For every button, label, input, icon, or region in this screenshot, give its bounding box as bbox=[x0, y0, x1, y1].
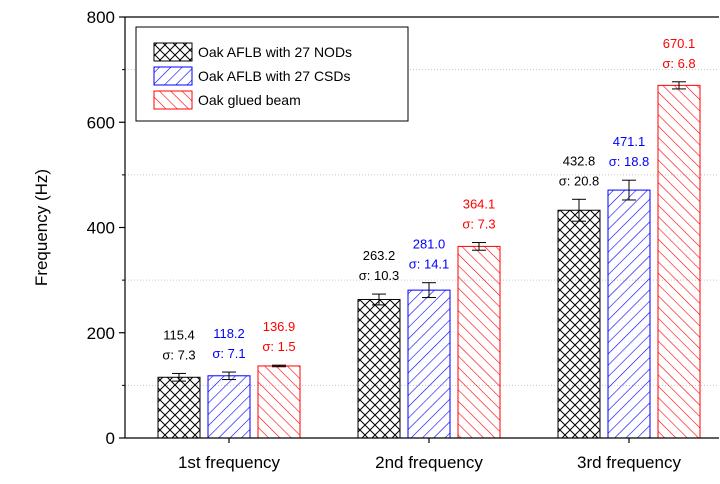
bar bbox=[457, 245, 501, 439]
x-tick-label: 2nd frequency bbox=[375, 453, 483, 472]
sigma-label: σ: 7.3 bbox=[162, 347, 195, 362]
sigma-label: σ: 7.1 bbox=[212, 346, 245, 361]
value-label: 471.1 bbox=[613, 134, 646, 149]
bar bbox=[357, 298, 401, 439]
value-label: 670.1 bbox=[663, 36, 696, 51]
bar bbox=[257, 365, 301, 439]
legend-label: Oak glued beam bbox=[198, 92, 301, 108]
bar bbox=[157, 376, 201, 439]
y-tick-label: 800 bbox=[87, 8, 115, 27]
value-label: 364.1 bbox=[463, 197, 496, 212]
value-label: 136.9 bbox=[263, 319, 296, 334]
x-tick-label: 1st frequency bbox=[178, 453, 281, 472]
y-tick-label: 0 bbox=[106, 429, 115, 448]
y-tick-label: 400 bbox=[87, 219, 115, 238]
bar bbox=[657, 84, 701, 439]
sigma-label: σ: 7.3 bbox=[462, 217, 495, 232]
y-axis-title: Frequency (Hz) bbox=[32, 169, 51, 286]
value-label: 263.2 bbox=[363, 248, 396, 263]
x-tick-label: 3rd frequency bbox=[577, 453, 681, 472]
bar bbox=[407, 289, 451, 439]
y-tick-label: 600 bbox=[87, 113, 115, 132]
sigma-label: σ: 14.1 bbox=[409, 257, 450, 272]
sigma-label: σ: 10.3 bbox=[359, 268, 400, 283]
sigma-label: σ: 6.8 bbox=[662, 56, 695, 71]
value-label: 432.8 bbox=[563, 153, 596, 168]
legend-label: Oak AFLB with 27 CSDs bbox=[198, 68, 351, 84]
sigma-label: σ: 20.8 bbox=[559, 173, 600, 188]
sigma-label: σ: 18.8 bbox=[609, 154, 650, 169]
bar bbox=[557, 209, 601, 439]
sigma-label: σ: 1.5 bbox=[262, 339, 295, 354]
legend-swatch bbox=[153, 42, 193, 62]
legend-swatch bbox=[153, 90, 193, 110]
legend-swatch bbox=[153, 66, 193, 86]
y-tick-label: 200 bbox=[87, 324, 115, 343]
legend-label: Oak AFLB with 27 NODs bbox=[198, 44, 352, 60]
legend: Oak AFLB with 27 NODs Oak AFLB with 27 CS… bbox=[135, 26, 409, 122]
axes: 0 200 400 600 800 1st frequency 2nd frequency 3… bbox=[32, 8, 719, 472]
bar bbox=[207, 375, 251, 439]
value-label: 118.2 bbox=[213, 326, 245, 341]
value-label: 115.4 bbox=[163, 327, 195, 342]
bar bbox=[607, 189, 651, 439]
data-labels: 115.4 σ: 7.3 263.2 σ: 10.3 432.8 σ: 20.8 118.2… bbox=[162, 36, 695, 363]
value-label: 281.0 bbox=[413, 237, 446, 252]
